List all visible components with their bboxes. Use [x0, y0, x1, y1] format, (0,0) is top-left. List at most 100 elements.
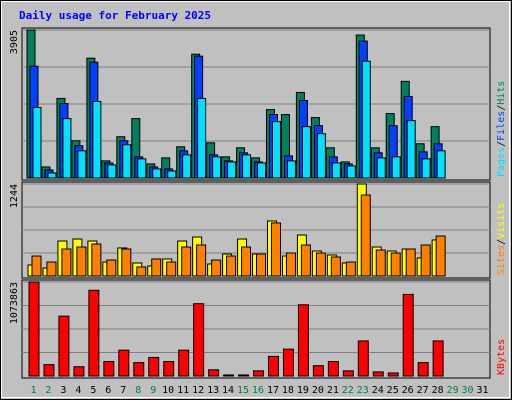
bar — [152, 168, 162, 179]
x-tick-label: 28 — [432, 385, 444, 396]
bar — [253, 370, 265, 377]
bar — [285, 252, 296, 277]
bar — [406, 120, 416, 179]
bar — [31, 255, 42, 277]
x-tick-label: 27 — [417, 385, 429, 396]
bar — [420, 244, 431, 277]
bar — [330, 256, 341, 277]
bar — [137, 158, 147, 179]
legend-entry: Pages — [496, 147, 507, 177]
x-tick-label: 10 — [162, 385, 174, 396]
x-tick-label: 13 — [207, 385, 219, 396]
x-tick-label: 7 — [120, 385, 126, 396]
bar — [345, 261, 356, 277]
bar — [390, 252, 401, 277]
bar — [196, 244, 207, 277]
bar — [88, 289, 100, 377]
legend: Sites/Visits — [496, 203, 507, 275]
x-tick-label: 2 — [45, 385, 51, 396]
x-tick-label: 22 — [342, 385, 354, 396]
bar — [238, 374, 250, 377]
bar — [391, 156, 401, 179]
x-tick-label: 29 — [447, 385, 459, 396]
bar — [208, 369, 220, 377]
bar — [357, 340, 369, 377]
x-tick-label: 15 — [237, 385, 249, 396]
bar — [223, 374, 235, 377]
bar — [133, 362, 145, 377]
legend: Pages/Files/Hits — [496, 81, 507, 177]
bar — [121, 248, 132, 277]
x-tick-label: 12 — [192, 385, 204, 396]
legend-entry: Files — [496, 111, 507, 141]
x-tick-label: 18 — [282, 385, 294, 396]
x-tick-label: 5 — [90, 385, 96, 396]
bar — [331, 162, 341, 179]
bar — [227, 161, 237, 179]
bar — [267, 355, 279, 377]
bar — [417, 362, 429, 377]
bar — [32, 107, 42, 179]
bar — [122, 144, 132, 179]
x-tick-label: 8 — [135, 385, 141, 396]
bar — [315, 252, 326, 277]
bar — [402, 293, 414, 377]
bar — [282, 348, 294, 377]
bar — [421, 158, 431, 179]
x-tick-label: 19 — [297, 385, 309, 396]
x-tick-label: 23 — [357, 385, 369, 396]
x-tick-label: 3 — [60, 385, 66, 396]
bar — [387, 372, 399, 377]
bar — [361, 60, 371, 179]
bar — [242, 154, 252, 179]
bar — [107, 164, 117, 179]
bar — [178, 349, 190, 377]
bar — [46, 261, 57, 277]
bar — [297, 304, 309, 377]
x-tick-label: 1 — [30, 385, 36, 396]
bar — [182, 154, 192, 179]
bar — [92, 100, 102, 179]
x-tick-label: 9 — [150, 385, 156, 396]
x-tick-label: 17 — [267, 385, 279, 396]
bar — [136, 266, 147, 277]
bar — [436, 150, 446, 179]
bar — [301, 126, 311, 179]
bar — [77, 150, 87, 179]
bar — [312, 365, 324, 377]
bar — [167, 170, 177, 179]
bar — [211, 259, 222, 277]
bar — [342, 370, 354, 377]
bar — [43, 364, 55, 377]
bar — [118, 349, 130, 377]
bar — [151, 258, 162, 277]
x-tick-label: 24 — [372, 385, 384, 396]
bar — [372, 371, 384, 377]
bar — [181, 246, 192, 277]
bar — [163, 361, 175, 377]
bar — [271, 121, 281, 179]
bar — [257, 162, 267, 179]
bar — [76, 246, 87, 277]
bar — [193, 303, 205, 377]
x-tick-label: 26 — [402, 385, 414, 396]
x-tick-label: 4 — [75, 385, 81, 396]
bar — [197, 97, 207, 179]
bar — [432, 340, 444, 377]
bar — [241, 246, 252, 277]
bar — [148, 356, 160, 377]
bar — [103, 361, 115, 377]
x-tick-label: 11 — [177, 385, 189, 396]
bar — [226, 255, 237, 277]
x-tick-label: 25 — [387, 385, 399, 396]
bar — [62, 118, 72, 179]
bar — [256, 253, 267, 277]
bar — [58, 315, 70, 377]
chart-title: Daily usage for February 2025 — [19, 9, 211, 22]
bar — [376, 157, 386, 179]
x-tick-label: 6 — [105, 385, 111, 396]
legend-entry: Sites — [496, 245, 507, 275]
bar — [375, 249, 386, 277]
